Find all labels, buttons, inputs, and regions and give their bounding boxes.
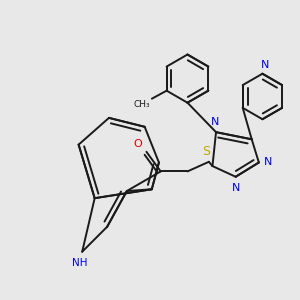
Text: N: N [261,60,269,70]
Text: CH₃: CH₃ [134,100,151,109]
Text: N: N [232,184,240,194]
Text: O: O [134,139,142,149]
Text: S: S [202,145,210,158]
Text: N: N [264,158,273,167]
Text: NH: NH [72,258,87,268]
Text: N: N [211,117,219,127]
